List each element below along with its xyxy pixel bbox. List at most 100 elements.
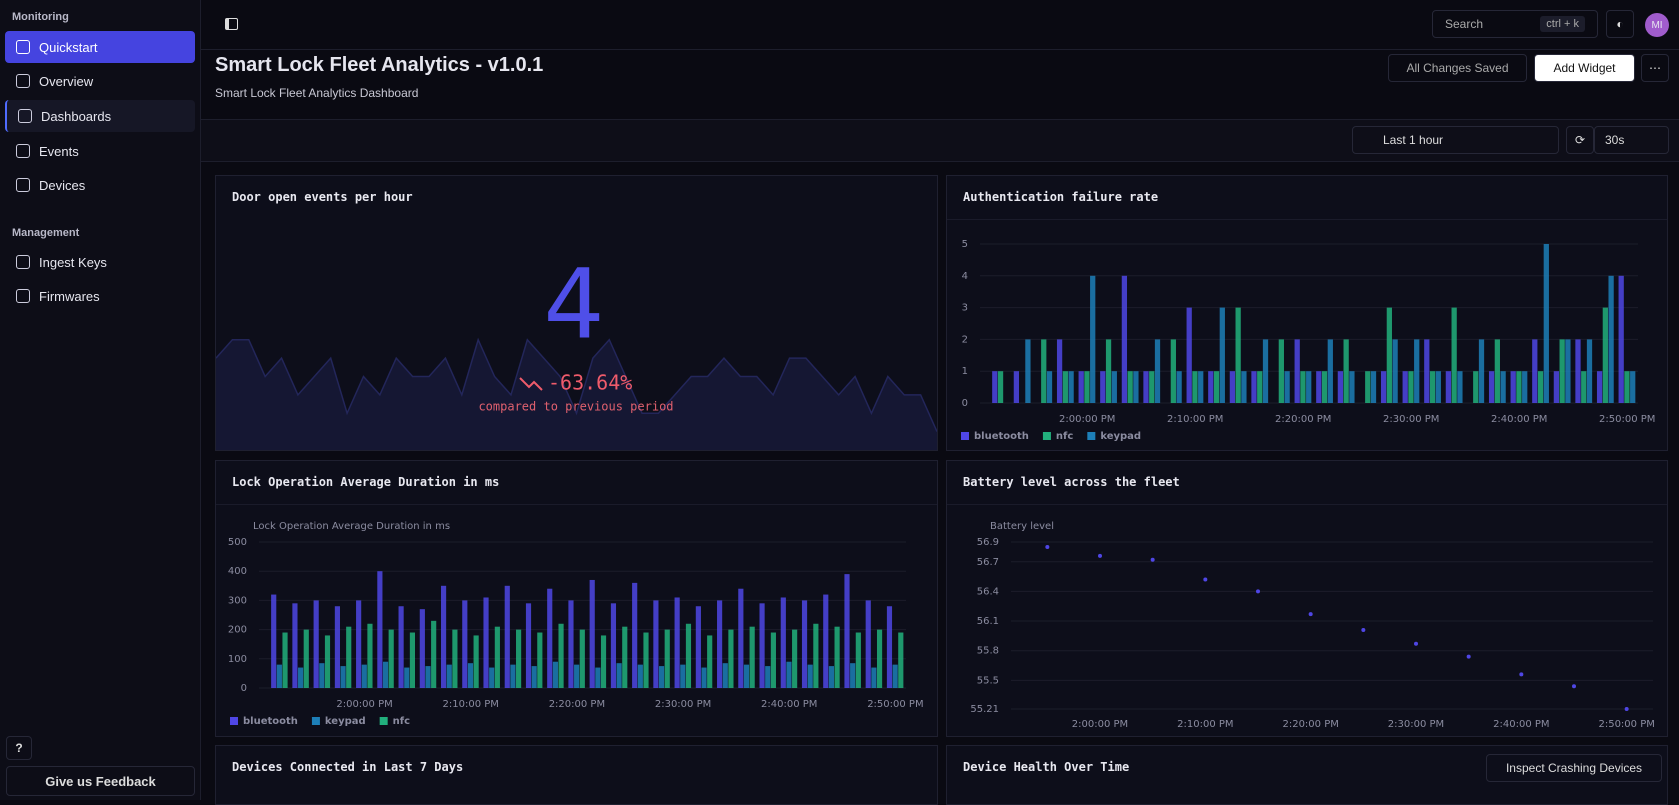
panel: Devices Connected in Last 7 Days (215, 745, 938, 805)
time-range[interactable]: Last 1 hour (1352, 126, 1559, 154)
bar (1078, 371, 1084, 403)
theme-toggle[interactable]: ◐ (1606, 10, 1634, 38)
refresh-interval[interactable]: 30s (1594, 126, 1669, 154)
bar (1451, 307, 1457, 403)
legend-label: nfc (1056, 431, 1073, 442)
bar (1553, 371, 1560, 403)
nav-item[interactable]: Firmwares (5, 280, 195, 312)
legend-swatch (230, 717, 238, 725)
bar (1522, 371, 1528, 403)
bar (813, 623, 819, 688)
refresh-button[interactable]: ⟳ (1566, 126, 1594, 154)
topbar: Search ctrl + k ◐ MI (201, 0, 1679, 50)
bar (473, 635, 479, 688)
bar (780, 597, 786, 688)
x-tick-label: 2:20:00 PM (549, 699, 605, 710)
bar (531, 666, 537, 688)
add-widget-label: Add Widget (1553, 61, 1616, 75)
help-button[interactable]: ? (6, 736, 32, 760)
bar (770, 632, 776, 688)
chart: 0 100 200 300 400 500 2:00:00 PM 2:10:00 PM 2:20… (228, 521, 924, 727)
x-tick-label: 2:40:00 PM (1491, 414, 1547, 425)
nav-item[interactable]: Devices (5, 169, 195, 201)
y-tick-label: 0 (962, 398, 968, 409)
nav-label: Firmwares (39, 288, 100, 304)
bar (361, 664, 367, 688)
bar (1241, 371, 1247, 403)
y-tick-label: 0 (241, 683, 247, 694)
bar (1186, 307, 1192, 403)
bar (1149, 371, 1155, 403)
bar (510, 664, 516, 688)
bar (1229, 371, 1236, 403)
bar (1543, 244, 1549, 403)
bar (462, 600, 468, 688)
bar (992, 371, 998, 403)
bar (319, 663, 325, 688)
sidebar-toggle[interactable] (225, 18, 238, 30)
bar (1424, 339, 1430, 403)
bar (1365, 371, 1371, 403)
bar (271, 594, 277, 688)
add-widget-button[interactable]: Add Widget (1534, 54, 1635, 82)
nav-label: Ingest Keys (39, 254, 107, 270)
bar (1025, 339, 1031, 403)
x-tick-label: 2:10:00 PM (1167, 414, 1223, 425)
bar (743, 664, 750, 688)
y-tick-label: 500 (228, 537, 247, 548)
bar (367, 623, 373, 688)
bar (1478, 339, 1485, 403)
legend-label: bluetooth (974, 431, 1029, 442)
point (1256, 589, 1260, 594)
nav-item[interactable]: Overview (5, 65, 195, 97)
bar (600, 635, 607, 688)
y-tick-label: 4 (962, 271, 968, 282)
y-tick-label: 56.7 (977, 557, 999, 568)
bar (1596, 371, 1603, 403)
nav-item[interactable]: Dashboards (5, 100, 195, 132)
nav-label: Overview (39, 73, 94, 89)
y-axis-title: Lock Operation Average Duration in ms (253, 521, 450, 532)
bar (276, 664, 282, 688)
bar (1090, 275, 1096, 403)
bar (823, 594, 829, 688)
bar (898, 632, 904, 688)
bar (1235, 307, 1241, 403)
bar (1143, 371, 1149, 403)
point (1203, 577, 1208, 582)
bar (1198, 371, 1204, 403)
bar (1349, 371, 1355, 403)
bar (1062, 371, 1068, 403)
bar (303, 629, 309, 688)
bar (382, 661, 389, 688)
nav-item[interactable]: Events (5, 135, 195, 167)
bar (1294, 339, 1300, 403)
bar (1618, 275, 1624, 403)
bar (759, 603, 765, 688)
bar (1127, 371, 1133, 403)
point (1361, 627, 1366, 632)
legend-label: keypad (1100, 431, 1141, 442)
bar (1624, 371, 1630, 403)
bar (632, 582, 638, 688)
y-tick-label: 56.9 (977, 537, 999, 548)
inspect-button[interactable]: Inspect Crashing Devices (1486, 754, 1662, 782)
feedback-button[interactable]: Give us Feedback (6, 766, 195, 796)
search-box[interactable]: Search ctrl + k (1432, 10, 1598, 38)
bar (643, 632, 649, 688)
bar (828, 666, 835, 688)
nav-item[interactable]: Quickstart (5, 31, 195, 63)
more-button[interactable]: ⋯ (1641, 54, 1669, 82)
nav-item[interactable]: Ingest Keys (5, 246, 195, 278)
bar (1435, 371, 1441, 403)
bar (1575, 339, 1581, 403)
chart: 0 1 2 3 4 5 2:00:00 PM 2:10:00 PM 2:20:00 PM 2:30… (961, 239, 1655, 442)
search-label: Search (1445, 17, 1484, 31)
bar (431, 620, 437, 688)
bar (579, 629, 585, 688)
avatar[interactable]: MI (1645, 13, 1669, 37)
bar (516, 629, 522, 688)
x-tick-label: 2:30:00 PM (1388, 719, 1444, 730)
bar (568, 600, 574, 688)
y-tick-label: 3 (962, 303, 968, 314)
